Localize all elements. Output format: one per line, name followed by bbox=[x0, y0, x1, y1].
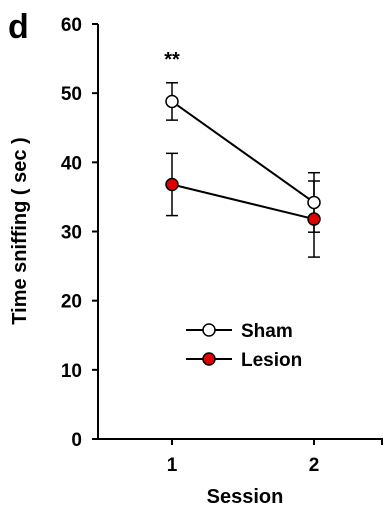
legend: Sham Lesion bbox=[186, 321, 302, 371]
x-tick-label-1: 1 bbox=[167, 455, 178, 476]
legend-marker-lesion bbox=[202, 352, 216, 366]
marker-lesion-1 bbox=[165, 177, 179, 192]
y-tick-label-50: 50 bbox=[61, 84, 82, 105]
x-axis-title: Session bbox=[207, 486, 284, 508]
y-axis: 0 10 20 30 40 50 60 bbox=[61, 15, 99, 451]
series-line-lesion bbox=[171, 183, 315, 221]
x-tick-label-2: 2 bbox=[309, 455, 320, 476]
y-axis-title: Time sniffing ( sec ) bbox=[9, 137, 31, 324]
series-line-sham bbox=[171, 100, 315, 204]
significance-marker: ** bbox=[164, 49, 180, 71]
error-bars bbox=[166, 82, 320, 258]
legend-label-lesion: Lesion bbox=[241, 350, 302, 371]
markers bbox=[165, 94, 321, 226]
marker-lesion-2 bbox=[307, 212, 321, 226]
series-lines bbox=[171, 100, 315, 221]
y-tick-label-40: 40 bbox=[61, 153, 82, 174]
marker-sham-1 bbox=[165, 94, 179, 109]
panel-label: d bbox=[8, 8, 29, 46]
legend-marker-sham bbox=[202, 323, 216, 337]
y-tick-label-20: 20 bbox=[61, 292, 82, 313]
y-tick-label-60: 60 bbox=[61, 15, 82, 36]
y-tick-label-10: 10 bbox=[61, 361, 82, 382]
legend-label-sham: Sham bbox=[241, 321, 293, 342]
marker-sham-2 bbox=[307, 195, 321, 210]
y-tick-label-0: 0 bbox=[71, 430, 82, 451]
y-tick-label-30: 30 bbox=[61, 223, 82, 244]
